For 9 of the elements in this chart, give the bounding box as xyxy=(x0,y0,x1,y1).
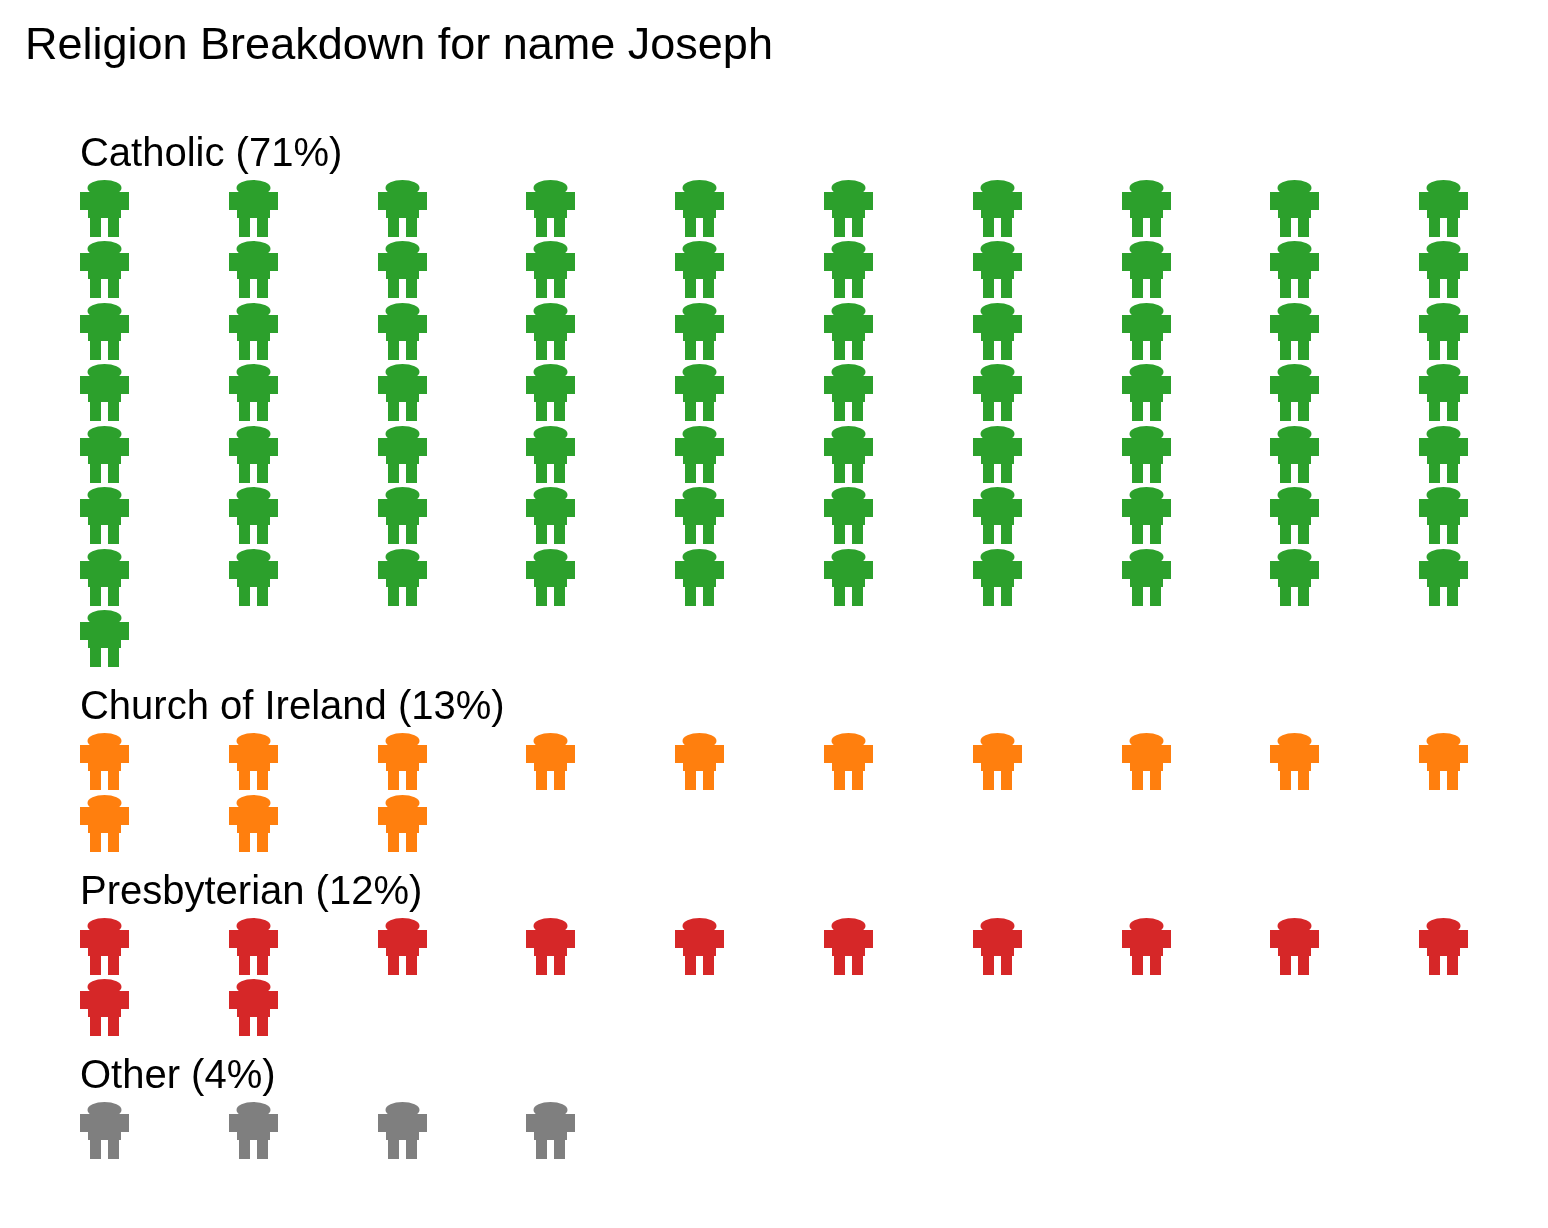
category-label: Church of Ireland xyxy=(79,683,387,728)
data-label: (12%) xyxy=(315,867,423,912)
data-label: (4%) xyxy=(191,1052,276,1097)
category-label: Catholic xyxy=(79,130,225,175)
data-label: (13%) xyxy=(397,683,505,728)
text: Religion Breakdown for name Joseph xyxy=(25,18,773,70)
category-label: Presbyterian xyxy=(79,867,305,912)
category-label: Other xyxy=(79,1052,181,1097)
data-label: (71%) xyxy=(235,130,343,175)
